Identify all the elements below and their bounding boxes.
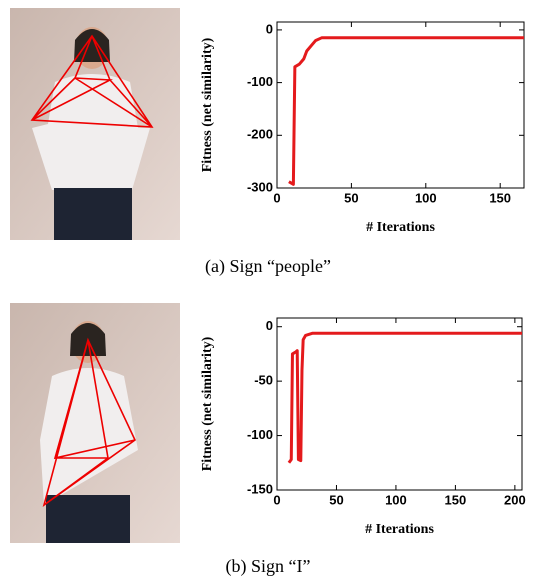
x-tick-label: 150 [445,492,467,507]
y-tick-label: -200 [247,127,273,142]
caption: (a) Sign “people” [205,256,331,277]
line [289,333,522,463]
y-tick-label: 0 [266,21,273,36]
x-tick-label: 150 [489,190,511,205]
y-axis-label: Fitness (net similarity) [200,336,215,471]
y-tick-label: -100 [247,74,273,89]
plot-frame [277,318,522,490]
x-tick-label: 50 [329,492,343,507]
x-tick-label: 100 [415,190,437,205]
photo-a [10,8,180,240]
x-axis-label: # Iterations [366,220,435,235]
x-tick-label: 0 [273,492,280,507]
y-tick-label: -300 [247,179,273,194]
y-tick-label: -50 [254,373,273,388]
line [289,38,524,185]
photo-b [10,303,180,543]
x-tick-label: 50 [344,190,358,205]
plot-frame [277,22,524,188]
caption: (b) Sign “I” [226,556,311,577]
y-axis-label: Fitness (net similarity) [200,37,215,172]
x-axis-label: # Iterations [365,522,434,537]
figure: -300 -200 -100 0 0 50 100 150 # Iterations Fitnes… [0,0,536,583]
y-tick-label: 0 [266,318,273,333]
y-tick-label: -150 [247,481,273,496]
x-tick-label: 0 [273,190,280,205]
y-tick-label: -100 [247,427,273,442]
x-tick-label: 200 [504,492,526,507]
x-tick-label: 100 [385,492,407,507]
